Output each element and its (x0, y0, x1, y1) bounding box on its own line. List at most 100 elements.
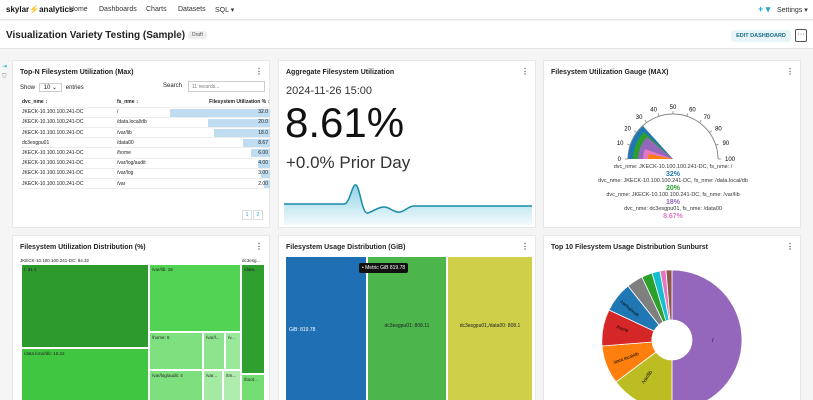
app-logo[interactable]: skylar⚡analytics (6, 5, 73, 14)
entries-select[interactable]: 10 ⌄ (38, 83, 63, 92)
gauge-tick-label: 70 (704, 115, 711, 121)
col-dvc-nme[interactable]: dvc_nme ↕ (20, 97, 115, 108)
cell-fs-nme: /var/log (115, 168, 170, 180)
treemap-cell[interactable]: /tm... (223, 370, 241, 400)
cell-dvc-nme: dc3esgpu01 (20, 137, 115, 149)
gauge-tick (709, 130, 713, 133)
card-menu-icon[interactable]: ⋮ (521, 242, 529, 251)
nav-home[interactable]: Home (69, 6, 88, 13)
nav-charts[interactable]: Charts (146, 6, 167, 13)
gauge-tick-label: 100 (725, 157, 736, 163)
sunburst-label: / (712, 338, 714, 344)
cell-fs-nme: /data00 (115, 137, 170, 149)
treemap-cell[interactable]: /var... (203, 370, 223, 400)
cell-fs-nme: /data.local/db (115, 117, 170, 129)
card-menu-icon[interactable]: ⋮ (255, 242, 263, 251)
entries-label: entries (65, 85, 84, 91)
treemap-cell[interactable]: /v... (225, 332, 241, 370)
usage-cell[interactable]: GiB: 819.78 (285, 256, 367, 400)
table-row[interactable]: JKECK-10.100.100.241-DC/var 2.00 (20, 178, 270, 190)
treemap-cell[interactable]: /data... (241, 264, 265, 374)
entries-control: Show 10 ⌄ entries (20, 83, 84, 92)
sunburst-slice[interactable] (665, 269, 673, 321)
utilization-value: 2.00 (258, 180, 268, 187)
treemap-cell[interactable]: /var/l... (203, 332, 225, 370)
treemap-group-label: JKECK-10.100.100.241-DC: 84.32 (20, 258, 90, 263)
cell-dvc-nme: JKECK-10.100.100.241-DC (20, 107, 115, 118)
table-row[interactable]: JKECK-10.100.100.241-DC/var/log 3.00 (20, 168, 270, 180)
filter-icon[interactable]: ⛉ (2, 74, 7, 80)
nav-dashboards[interactable]: Dashboards (99, 6, 137, 13)
dashboard-header: Visualization Variety Testing (Sample) ☆… (0, 21, 813, 49)
gauge-chart: 0 10 20 30 40 50 60 70 80 90 100 (617, 105, 736, 163)
treemap-cell[interactable]: /: 31.1 (21, 264, 149, 348)
table-row[interactable]: JKECK-10.100.100.241-DC/var/lib 18.0 (20, 127, 270, 139)
gauge-legend: dvc_nme: JKECK-10.100.100.241-DC, fs_nme… (544, 164, 802, 220)
utilization-value: 3.00 (258, 170, 268, 177)
card-menu-icon[interactable]: ⋮ (521, 67, 529, 76)
col-utilization[interactable]: Filesystem Utilization % ↕ (170, 97, 270, 108)
cell-dvc-nme: JKECK-10.100.100.241-DC (20, 117, 115, 129)
cell-fs-nme: / (115, 107, 170, 118)
card-menu-icon[interactable]: ⋮ (786, 242, 794, 251)
treemap-cell[interactable]: /boot... (241, 374, 265, 400)
table-row[interactable]: JKECK-10.100.100.241-DC/var/log/audit 4.0… (20, 158, 270, 169)
usage-cell[interactable]: dc3esgpu01,/data00: 808.1 (447, 256, 533, 400)
card-menu-icon[interactable]: ⋮ (786, 67, 794, 76)
card-title: Top-N Filesystem Utilization (Max) (20, 69, 134, 76)
treemap-cell[interactable]: /home: 6 (149, 332, 203, 370)
gauge-tick (633, 130, 637, 133)
treemap-cell[interactable]: /data.local/db: 18.22 (21, 348, 149, 400)
table-row[interactable]: JKECK-10.100.100.241-DC/data.local/db 20.… (20, 117, 270, 129)
edit-dashboard-button[interactable]: EDIT DASHBOARD (731, 30, 791, 42)
gauge-tick-label: 30 (636, 115, 643, 121)
table-row[interactable]: JKECK-10.100.100.241-DC/home 6.00 (20, 147, 270, 159)
table-row[interactable]: dc3esgpu01/data00 8.67 (20, 137, 270, 149)
expand-icon[interactable]: ⇥ (2, 64, 8, 70)
gauge-tick-label: 60 (689, 108, 696, 114)
utilization-value: 18.0 (258, 129, 268, 136)
card-menu-icon[interactable]: ⋮ (255, 67, 263, 76)
card-title: Filesystem Utilization Distribution (%) (20, 244, 146, 251)
cell-dvc-nme: JKECK-10.100.100.241-DC (20, 158, 115, 169)
page-1-button[interactable]: 1 (242, 210, 252, 220)
prior-day-change: +0.0% Prior Day (286, 153, 411, 172)
usage-cell[interactable]: dc3esgpu01: 808.11 (367, 256, 447, 400)
nav-settings[interactable]: Settings ▾ (777, 7, 808, 14)
sunburst-label: /home (616, 324, 630, 333)
sunburst-chart: / /var/lib /data.local/db /home /var/log… (601, 269, 743, 400)
utilization-bar (260, 169, 270, 178)
gauge-card: Filesystem Utilization Gauge (MAX) ⋮ 0 10… (543, 60, 801, 228)
topn-card: Top-N Filesystem Utilization (Max) ⋮ Sho… (12, 60, 270, 228)
table-row[interactable]: JKECK-10.100.100.241-DC/ 32.0 (20, 107, 270, 118)
nav-sql[interactable]: SQL ▾ (215, 7, 235, 14)
col-fs-nme[interactable]: fs_nme ↕ (115, 97, 170, 108)
treemap-cell[interactable]: /var/lib: 18 (149, 264, 241, 332)
gauge-tick (699, 119, 702, 123)
plus-icon[interactable]: + ▾ (758, 4, 771, 14)
page-2-button[interactable]: 2 (253, 210, 263, 220)
filter-panel-toggle[interactable]: ⇥ ⛉ (2, 62, 7, 82)
card-title: Filesystem Utilization Gauge (MAX) (551, 69, 669, 76)
sunburst-slice[interactable] (615, 351, 673, 400)
cell-utilization: 3.00 (170, 168, 270, 180)
cell-utilization: 18.0 (170, 127, 270, 139)
gauge-legend-value: 32% (665, 171, 680, 178)
cell-dvc-nme: JKECK-10.100.100.241-DC (20, 127, 115, 139)
utilization-bar (207, 118, 270, 127)
star-icon[interactable]: ☆ (175, 30, 183, 39)
gauge-tick (686, 113, 689, 117)
nav-datasets[interactable]: Datasets (178, 6, 206, 13)
gauge-legend-label: dvc_nme: dc3esgpu01, fs_nme: /data00 (624, 206, 722, 212)
dashboard-title: Visualization Variety Testing (Sample) (6, 30, 186, 41)
cell-fs-nme: /home (115, 147, 170, 159)
treemap-card: Filesystem Utilization Distribution (%) … (12, 235, 270, 400)
sunburst-slice[interactable] (671, 269, 743, 400)
more-options-button[interactable]: ··· (795, 29, 807, 42)
logo-text-suffix: analytics (39, 5, 74, 14)
treemap-cell[interactable]: /var/log/audit: 4 (149, 370, 203, 400)
search-input[interactable] (188, 81, 265, 92)
gauge-legend-label: dvc_nme: JKECK-10.100.100.241-DC, fs_nme… (598, 178, 748, 184)
utilization-bar (242, 139, 270, 147)
gauge-legend-value: 8.67% (663, 213, 683, 220)
